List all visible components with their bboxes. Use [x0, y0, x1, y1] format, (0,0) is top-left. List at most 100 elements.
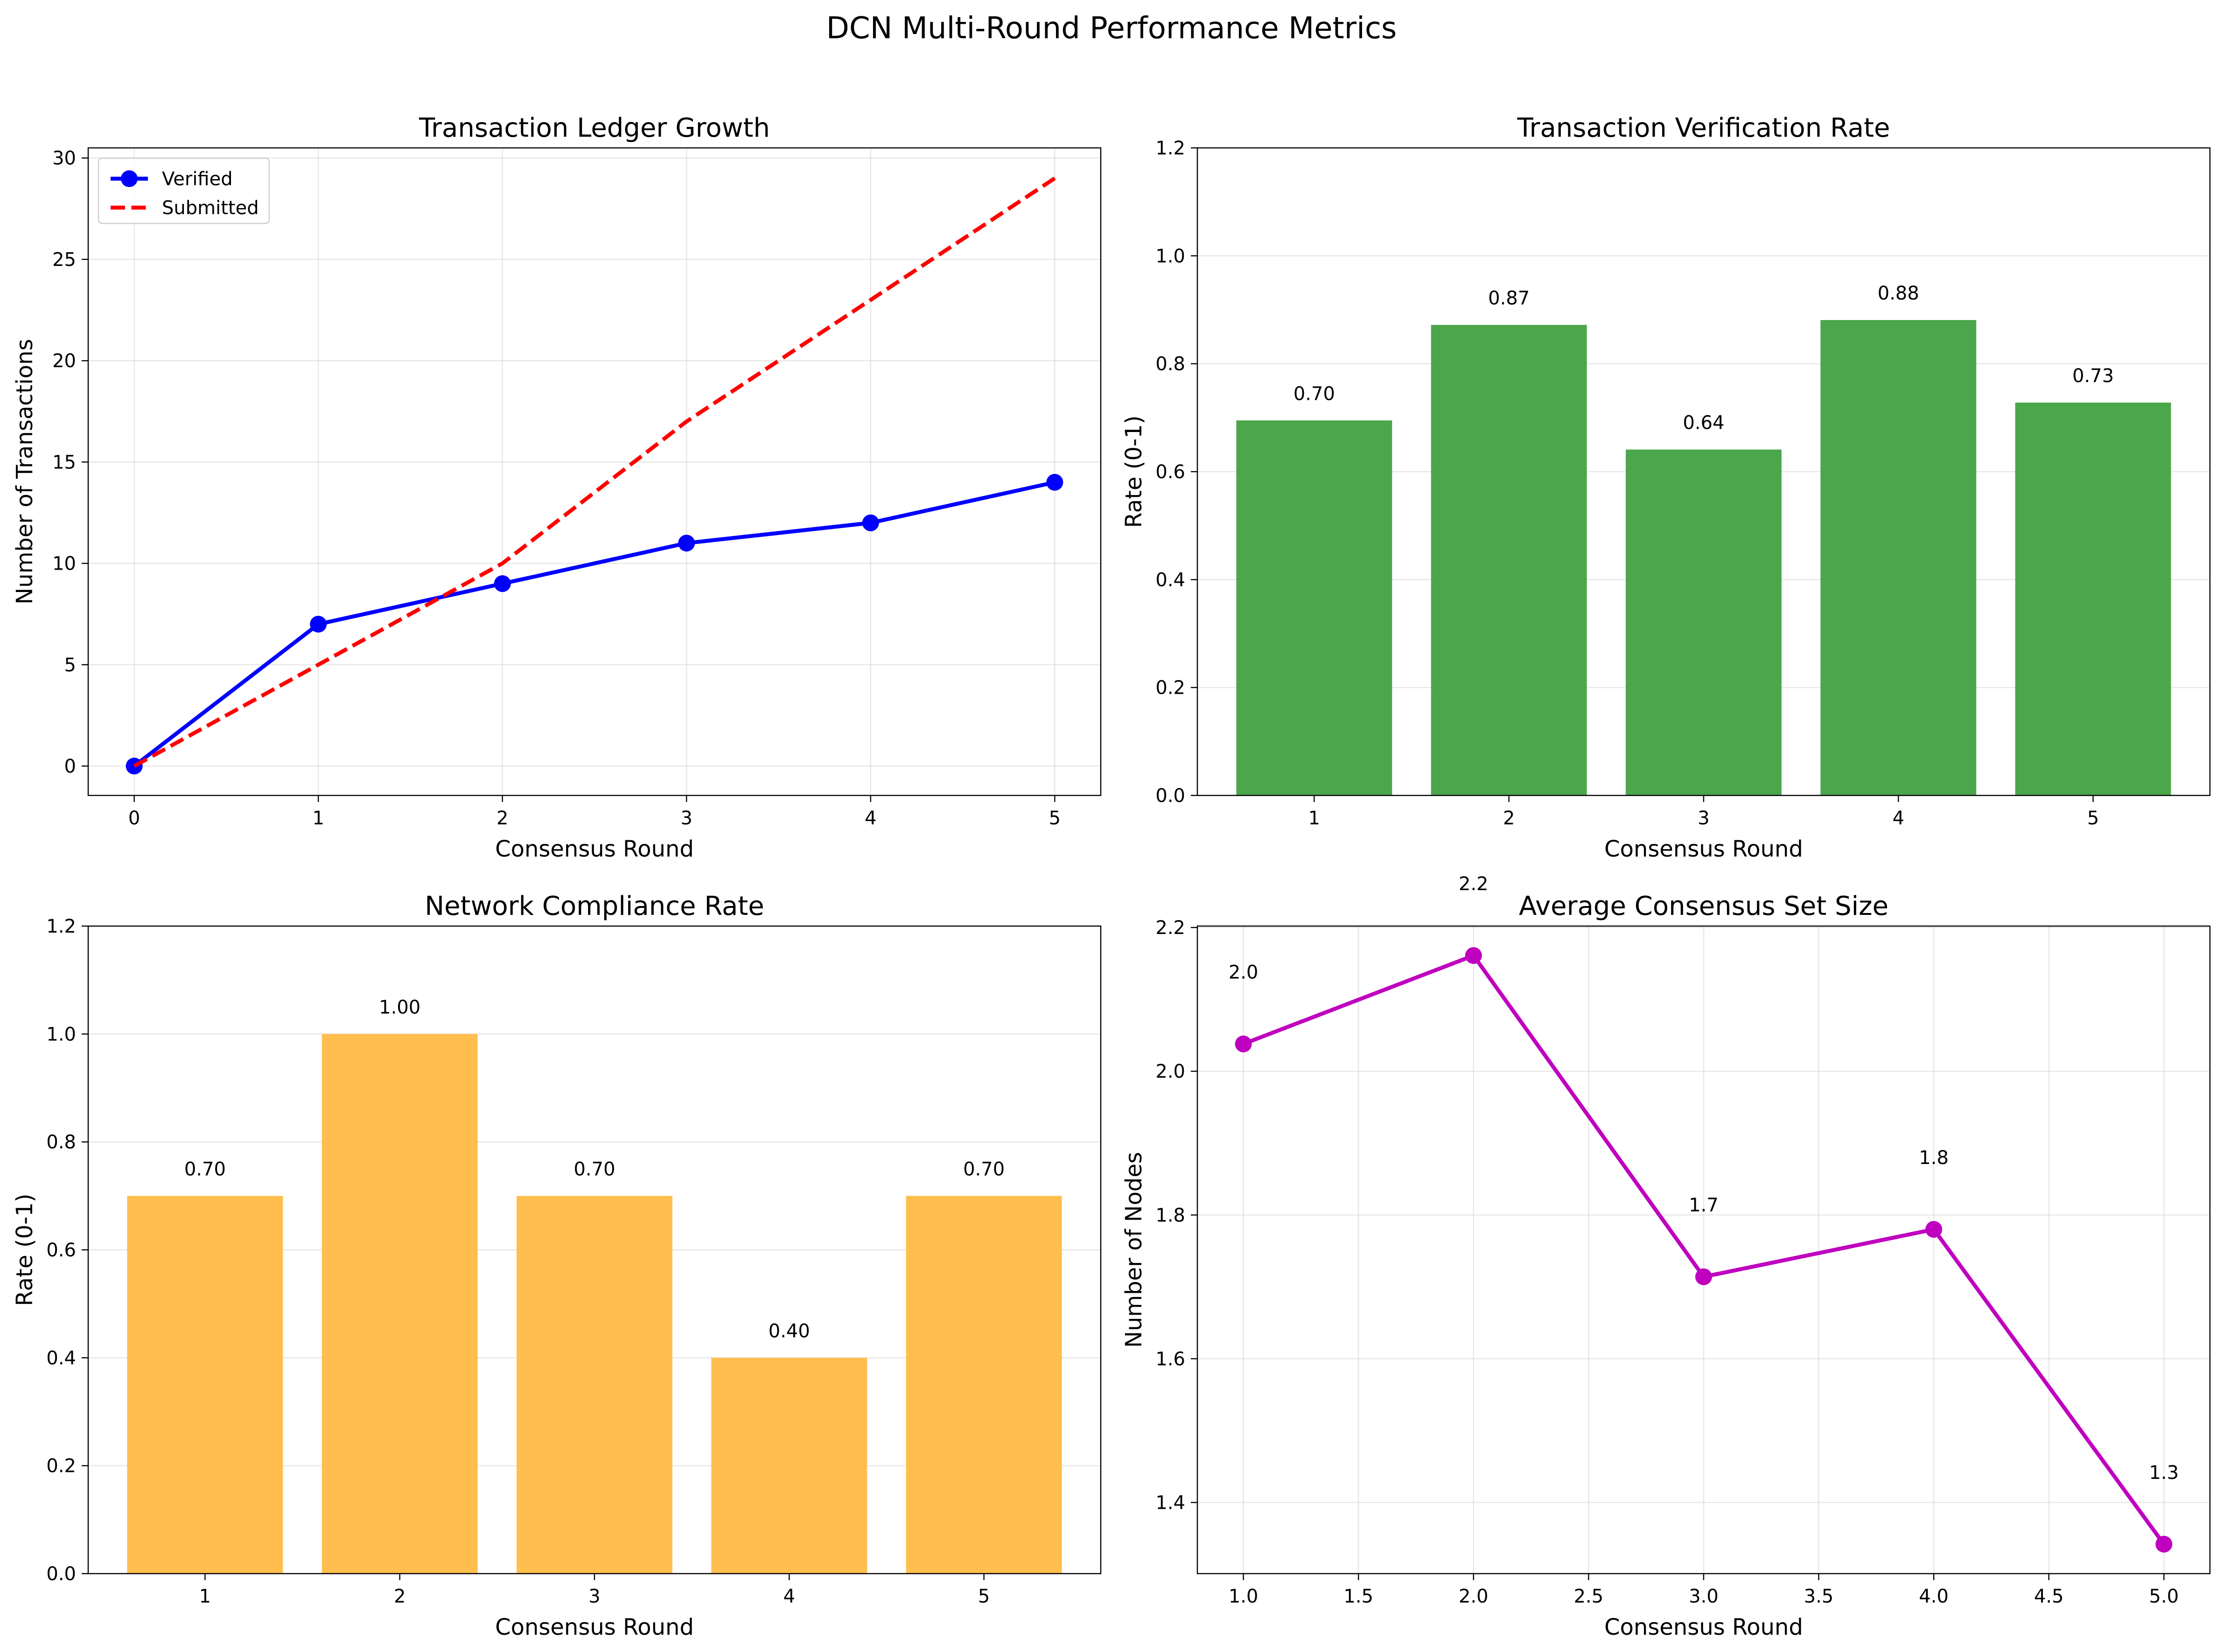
x-tick-label: 0: [128, 808, 140, 829]
y-tick-label: 1.8: [1155, 1205, 1185, 1226]
y-tick-label: 0.6: [46, 1240, 76, 1261]
y-tick-label: 0.6: [1155, 461, 1185, 483]
data-point: [1925, 1221, 1943, 1238]
x-axis-label: Consensus Round: [1604, 836, 1803, 862]
y-tick-label: 0: [64, 756, 76, 777]
x-tick-label: 4: [865, 808, 876, 829]
panel-ledger: 0 1 2 3 4 5 0 5 10 15 20 25 30 Transaction Ledger Gro…: [12, 113, 1102, 862]
y-tick-label: 0.8: [46, 1132, 76, 1153]
x-tick-label: 2: [496, 808, 508, 829]
x-axis-label: Consensus Round: [1604, 1614, 1803, 1640]
x-tick-label: 4: [1893, 808, 1904, 829]
bar-value-label: 0.70: [1293, 383, 1335, 404]
x-tick-label: 2: [1503, 808, 1515, 829]
point-value-label: 1.3: [2149, 1462, 2179, 1484]
figure-title: DCN Multi-Round Performance Metrics: [826, 11, 1397, 46]
bar-value-label: 0.88: [1878, 283, 1919, 304]
x-tick-label: 2.5: [1574, 1586, 1604, 1607]
y-axis-label: Number of Transactions: [12, 339, 38, 604]
y-tick-label: 1.2: [1155, 138, 1185, 159]
y-tick-label: 10: [52, 553, 76, 575]
y-tick-label: 1.4: [1155, 1492, 1185, 1513]
x-tick-label: 4: [783, 1586, 795, 1607]
panel-title: Transaction Ledger Growth: [419, 113, 770, 143]
bar-value-label: 0.73: [2072, 365, 2114, 387]
point-value-label: 1.7: [1689, 1195, 1719, 1216]
point-value-label: 2.0: [1229, 962, 1258, 983]
bar-4: [1820, 320, 1977, 795]
bar-5: [906, 1196, 1062, 1574]
y-tick-label: 1.2: [46, 916, 76, 937]
bar-2: [1431, 325, 1587, 795]
y-tick-label: 0.0: [1155, 785, 1185, 807]
y-tick-label: 30: [52, 148, 76, 169]
x-tick-label: 4.5: [2034, 1586, 2064, 1607]
panel-title: Transaction Verification Rate: [1517, 113, 1890, 143]
x-tick-label: 3: [681, 808, 692, 829]
data-point: [1235, 1035, 1252, 1053]
data-point-verified: [494, 575, 511, 592]
y-tick-label: 0.2: [1155, 677, 1185, 699]
bar-value-label: 0.40: [769, 1321, 810, 1342]
y-tick-label: 1.0: [1155, 245, 1185, 267]
x-tick-label: 1: [199, 1586, 211, 1607]
y-axis-label: Rate (0-1): [12, 1193, 38, 1306]
axes-frame: [87, 147, 1102, 796]
bar-value-label: 0.70: [963, 1159, 1005, 1180]
y-tick-label: 2.2: [1155, 917, 1185, 939]
data-point-verified: [678, 535, 695, 552]
x-tick-label: 3.0: [1689, 1586, 1719, 1607]
x-tick-label: 4.0: [1919, 1586, 1949, 1607]
x-tick-label: 5: [1049, 808, 1061, 829]
bar-2: [322, 1034, 478, 1574]
panel-title: Average Consensus Set Size: [1519, 891, 1888, 921]
x-tick-label: 3: [1698, 808, 1709, 829]
data-point-verified: [862, 514, 879, 531]
panel-compliance: 0.70 1.00 0.70 0.40 0.70 1 2 3 4 5 0.0 0.2 0.4 0.6 0.8…: [12, 891, 1102, 1640]
panel-verification: 0.70 0.87 0.64 0.88 0.73 1 2 3 4 5 0.0 0.2 0.4 0.6 0.8…: [1121, 113, 2211, 862]
y-tick-label: 20: [52, 350, 76, 372]
point-value-label: 2.2: [1459, 873, 1489, 895]
data-point-verified: [1046, 474, 1063, 491]
x-axis-label: Consensus Round: [495, 1614, 694, 1640]
bar-value-label: 0.87: [1488, 288, 1530, 309]
y-axis-label: Number of Nodes: [1121, 1152, 1147, 1348]
y-tick-label: 0.8: [1155, 354, 1185, 375]
bar-1: [127, 1196, 283, 1574]
bar-3: [517, 1196, 672, 1574]
legend-marker-verified: [121, 170, 138, 187]
bar-3: [1626, 449, 1782, 795]
x-tick-label: 5.0: [2149, 1586, 2179, 1607]
x-tick-label: 1: [312, 808, 324, 829]
y-tick-label: 25: [52, 249, 76, 271]
y-tick-label: 0.0: [46, 1563, 76, 1585]
y-axis-label: Rate (0-1): [1121, 415, 1147, 528]
legend-label-verified: Verified: [162, 168, 233, 190]
bar-value-label: 1.00: [379, 997, 420, 1018]
y-tick-label: 0.4: [46, 1347, 76, 1369]
bar-value-label: 0.70: [184, 1159, 226, 1180]
y-tick-label: 0.4: [1155, 569, 1185, 591]
legend-label-submitted: Submitted: [162, 197, 259, 219]
y-tick-label: 15: [52, 452, 76, 473]
bar-5: [2015, 402, 2171, 795]
y-tick-label: 0.2: [46, 1456, 76, 1477]
x-tick-label: 2: [394, 1586, 405, 1607]
panel-title: Network Compliance Rate: [425, 891, 764, 921]
x-tick-label: 1.0: [1229, 1586, 1258, 1607]
x-tick-label: 1.5: [1343, 1586, 1373, 1607]
bar-1: [1236, 420, 1392, 795]
y-tick-label: 5: [64, 655, 76, 676]
x-tick-label: 2.0: [1459, 1586, 1489, 1607]
data-point: [2155, 1535, 2173, 1553]
x-tick-label: 5: [978, 1586, 990, 1607]
series-line-verified: [133, 480, 1056, 768]
bar-value-label: 0.64: [1683, 412, 1724, 434]
data-point-verified: [310, 615, 327, 633]
bar-value-label: 0.70: [573, 1159, 615, 1180]
data-point: [1695, 1268, 1712, 1285]
bar-4: [711, 1358, 867, 1574]
x-tick-label: 5: [2087, 808, 2099, 829]
y-tick-label: 2.0: [1155, 1061, 1185, 1082]
